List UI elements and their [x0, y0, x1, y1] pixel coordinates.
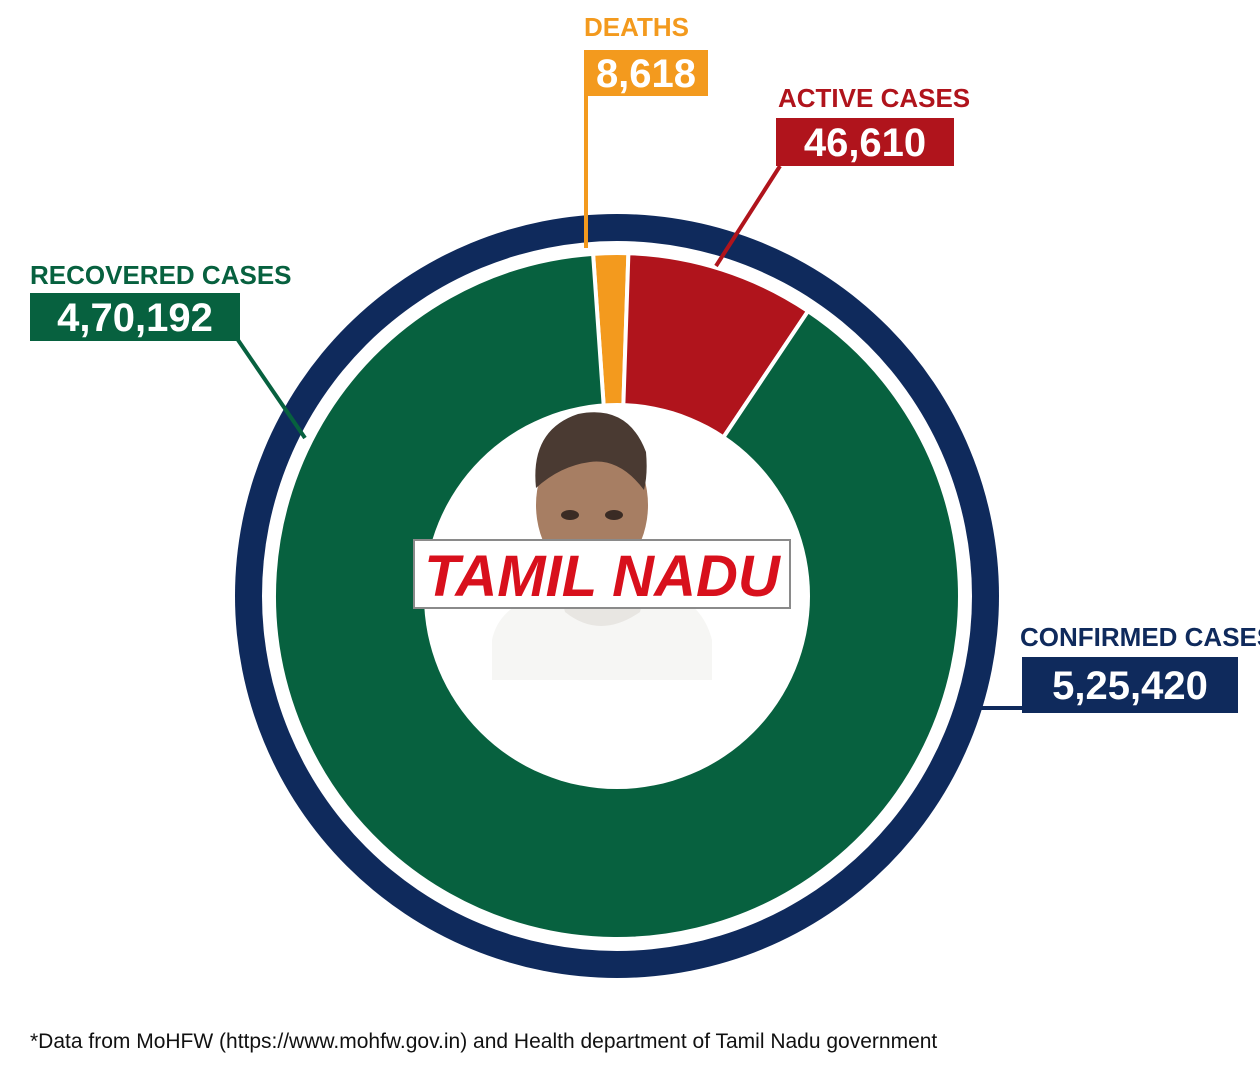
- category-label-active: ACTIVE CASES: [778, 83, 970, 113]
- callout-group: DEATHS 8,618 ACTIVE CASES 46,610 RECOVERED C…: [30, 12, 1260, 713]
- state-label-box: TAMIL NADU: [413, 539, 791, 609]
- value-label-active: 46,610: [804, 121, 926, 165]
- value-label-confirmed: 5,25,420: [1052, 664, 1208, 708]
- value-label-deaths: 8,618: [596, 52, 696, 96]
- state-name: TAMIL NADU: [424, 544, 782, 609]
- category-label-recovered: RECOVERED CASES: [30, 260, 292, 290]
- category-label-confirmed: CONFIRMED CASES: [1020, 622, 1260, 652]
- footnote: *Data from MoHFW (https://www.mohfw.gov.…: [30, 1030, 938, 1053]
- value-box-recovered: [30, 293, 240, 341]
- leader-line-recovered: [236, 338, 307, 440]
- value-box-active: [776, 118, 954, 166]
- value-box-confirmed: [1022, 657, 1238, 713]
- leader-line-active: [714, 164, 782, 268]
- value-label-recovered: 4,70,192: [57, 296, 213, 340]
- category-label-deaths: DEATHS: [584, 12, 689, 42]
- value-box-deaths: [584, 50, 708, 96]
